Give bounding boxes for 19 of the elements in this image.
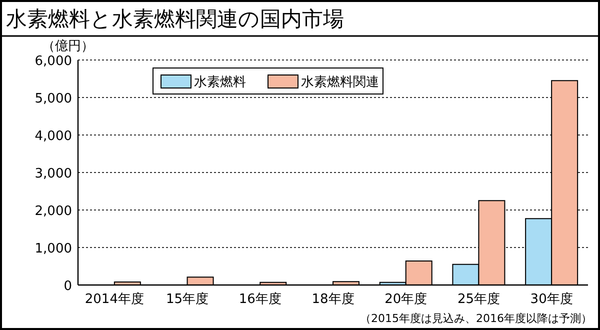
x-tick-label: 16年度 xyxy=(238,291,282,307)
y-tick-label: 4,000 xyxy=(34,129,72,144)
y-tick-label: 6,000 xyxy=(34,54,72,69)
x-tick-label: 15年度 xyxy=(166,291,209,307)
x-tick-label: 18年度 xyxy=(312,291,354,307)
legend-label: 水素燃料 xyxy=(194,75,246,90)
legend-label: 水素燃料関連 xyxy=(301,75,379,90)
chart-title: 水素燃料と水素燃料関連の国内市場 xyxy=(6,7,344,31)
x-tick-label: 25年度 xyxy=(457,291,500,307)
x-tick-label: 20年度 xyxy=(384,291,428,307)
y-tick-label: 3,000 xyxy=(34,166,72,182)
x-tick-label: 30年度 xyxy=(530,291,573,307)
y-axis-title: （億円） xyxy=(42,39,94,54)
y-tick-label: 5,000 xyxy=(34,92,72,106)
y-tick-label: 2,000 xyxy=(34,204,72,219)
x-tick-label: 2014年度 xyxy=(84,291,144,307)
text: （2015年度は見込み、2016年度以降は予測） xyxy=(360,312,592,325)
y-tick-label: 0 xyxy=(64,279,72,294)
y-tick-label: 1,000 xyxy=(34,242,72,256)
